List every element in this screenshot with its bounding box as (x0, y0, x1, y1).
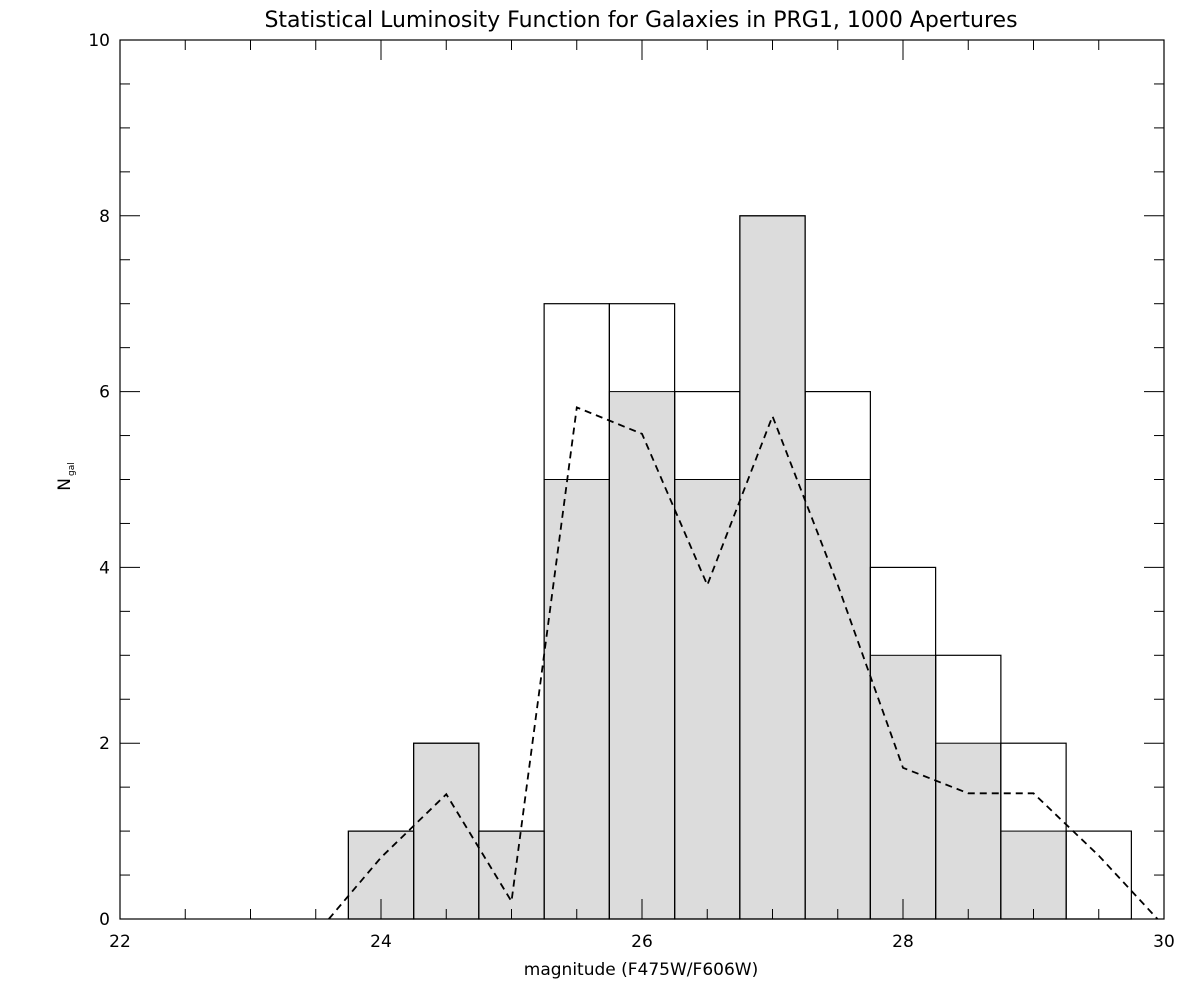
filled-bar-10 (1000, 830, 1067, 920)
filled-bar-3 (543, 479, 610, 920)
filled-bar-9 (935, 742, 1002, 920)
x-axis-label: magnitude (F475W/F606W) (524, 960, 758, 980)
x-tick-label: 26 (631, 932, 653, 952)
axis-ticks (119, 39, 1165, 920)
y-axis-label: N gal (55, 462, 77, 490)
y-tick-label: 6 (99, 383, 110, 403)
y-tick-label: 4 (99, 558, 110, 578)
filled-bar-4 (608, 391, 676, 920)
y-tick-label: 0 (99, 910, 110, 930)
y-axis-label-subscript: gal (67, 462, 77, 476)
outline-bar-11 (1065, 830, 1132, 920)
filled-bar-8 (869, 654, 937, 920)
x-tick-label: 30 (1153, 932, 1175, 952)
filled-histogram (347, 215, 1067, 920)
x-tick-label: 28 (892, 932, 914, 952)
chart-title: Statistical Luminosity Function for Gala… (264, 8, 1017, 33)
filled-bar-2 (478, 830, 545, 920)
filled-bar-5 (674, 479, 741, 920)
x-tick-label: 22 (109, 932, 131, 952)
y-axis-label-main: N (55, 478, 75, 491)
dashed-line-series (328, 406, 1159, 920)
y-tick-label: 2 (99, 734, 110, 754)
y-tick-label: 8 (99, 207, 110, 227)
y-tick-label: 10 (88, 31, 110, 51)
dashed-line (328, 406, 1159, 920)
filled-bar-7 (804, 479, 871, 920)
x-tick-label: 24 (370, 932, 392, 952)
filled-bar-6 (739, 215, 806, 920)
filled-bar-1 (413, 742, 480, 920)
